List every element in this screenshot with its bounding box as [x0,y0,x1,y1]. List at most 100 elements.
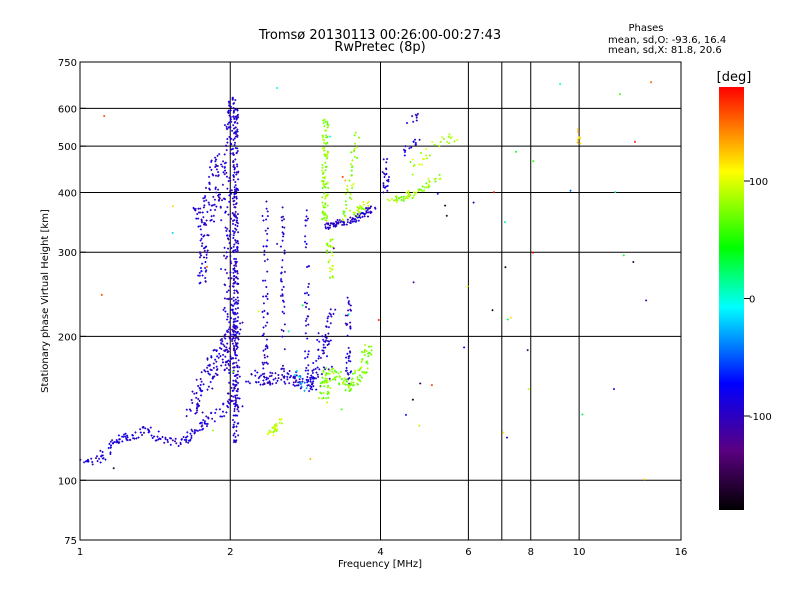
data-point-v [502,431,504,434]
data-point-v [215,174,217,177]
data-point-v [322,381,323,384]
data-point-v [384,186,386,189]
data-point-v [100,461,102,464]
data-point-v [321,169,323,172]
data-point-v [199,399,200,402]
data-point-v [310,380,312,383]
data-point-v [332,275,334,278]
data-point-v [165,438,167,441]
data-point-v [101,293,103,296]
data-point-v [371,211,372,214]
data-point-v [361,376,363,379]
data-point-v [229,121,231,123]
data-point-v [333,377,335,380]
data-point-v [138,436,139,439]
data-point-v [218,356,220,359]
data-point-v [206,210,208,213]
data-point-v [335,371,337,373]
data-point-v [217,194,219,197]
data-point-v [262,310,263,313]
data-point-v [234,117,235,120]
data-point-v [528,388,530,391]
data-point-v [352,377,354,380]
data-point-v [208,234,210,237]
data-point-v [358,210,360,213]
data-point-v [229,331,231,334]
data-point-v [324,223,326,226]
data-point-v [190,409,192,412]
data-point-v [224,166,226,169]
data-point-v [215,372,217,375]
colorbar [719,87,744,510]
data-point-v [282,235,284,238]
data-point-v [345,314,347,317]
data-point-v [345,356,347,359]
data-point-v [236,221,238,224]
data-point-v [267,215,269,218]
data-point-v [232,309,233,312]
data-point-v [310,374,312,377]
data-point-v [341,408,343,411]
data-point-v [226,128,228,131]
data-point-v [235,301,237,304]
data-point-v [233,362,235,364]
data-point-v [266,338,268,341]
data-point-v [230,335,232,338]
data-point-v [235,133,237,136]
data-point-v [320,385,322,388]
data-point-v [237,109,238,112]
data-point-v [264,260,266,263]
data-point-v [306,209,308,212]
data-point-v [283,218,285,221]
data-point-v [348,390,350,392]
data-point-v [312,380,314,383]
data-point-v [281,374,283,376]
data-point-v [280,294,282,297]
data-point-v [325,129,327,132]
data-point-v [413,165,415,168]
data-point-v [235,215,237,217]
data-point-v [214,156,216,159]
data-point-v [267,362,269,365]
data-point-v [281,266,283,269]
data-point-v [235,313,237,316]
data-point-v [344,210,346,213]
data-point-v [404,149,406,152]
data-point-v [186,408,188,411]
data-point-v [200,421,202,424]
data-point-v [324,183,326,186]
data-point-v [204,249,206,252]
data-point-v [196,411,198,414]
data-point-v [226,291,228,293]
data-point-v [361,359,363,362]
data-point-v [237,312,238,315]
data-point-v [310,387,311,390]
data-point-v [276,428,278,431]
y-tick-label-75: 75 [64,536,77,547]
data-point-v [236,202,238,205]
data-point-v [226,251,228,254]
data-point-v [201,421,203,424]
data-point-v [263,349,264,352]
data-point-v [294,373,296,376]
data-point-v [362,215,363,218]
data-point-v [196,407,198,410]
data-point-v [325,227,327,230]
data-point-v [213,375,215,378]
data-point-v [391,198,393,200]
data-point-v [222,183,224,186]
data-point-v [228,104,230,107]
data-point-v [308,294,310,296]
data-point-v [90,457,92,460]
data-point-v [350,151,352,154]
data-point-v [312,376,314,379]
data-point-v [206,265,208,268]
data-point-v [111,439,113,442]
data-point-v [326,194,328,197]
data-point-v [309,376,311,379]
data-point-v [232,357,234,360]
data-point-v [237,337,239,339]
data-point-v [234,99,236,102]
data-point-v [324,380,326,382]
data-point-v [234,144,236,147]
